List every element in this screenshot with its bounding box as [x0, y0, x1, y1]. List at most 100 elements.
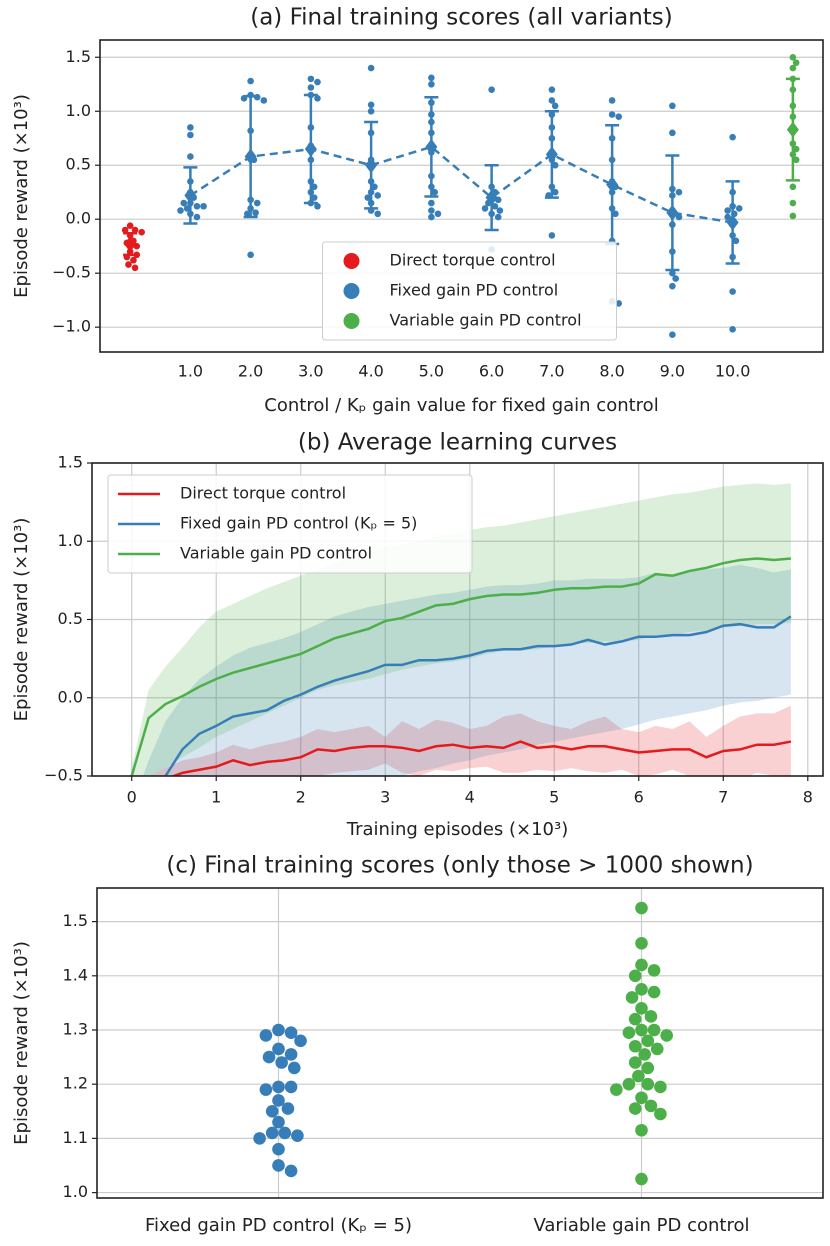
point: [253, 199, 261, 207]
point: [431, 188, 438, 196]
point: [307, 84, 315, 91]
x-tick-label: 8.0: [599, 362, 624, 381]
point: [675, 213, 683, 221]
point: [641, 1077, 655, 1091]
point: [272, 1080, 285, 1094]
point: [253, 1132, 266, 1145]
y-tick-label: 1.0: [58, 531, 83, 550]
point: [310, 183, 318, 191]
legend-box: [107, 474, 473, 574]
point: [294, 1034, 307, 1048]
point: [675, 188, 683, 196]
y-tick-label: 0.0: [66, 209, 91, 228]
point: [548, 86, 556, 93]
point: [672, 275, 679, 282]
point: [187, 153, 194, 160]
point: [628, 1102, 642, 1115]
panel: (b) Average learning curves Episode rewar…: [11, 430, 824, 840]
y-tick-label: 1.2: [63, 1074, 88, 1093]
point: [281, 1102, 295, 1115]
panel: (c) Final training scores (only those > …: [11, 853, 824, 1236]
band: [142, 564, 791, 776]
point: [314, 94, 321, 102]
point: [729, 288, 736, 295]
point: [729, 326, 736, 333]
point: [131, 264, 139, 272]
point: [428, 213, 435, 221]
point: [367, 101, 375, 109]
y-tick-label: 1.5: [58, 453, 83, 472]
axes-frame: [99, 39, 824, 353]
point: [724, 213, 731, 221]
point: [259, 1029, 273, 1042]
point: [551, 102, 559, 110]
legend-label: Fixed gain PD control: [390, 281, 559, 300]
y-tick-label: 1.5: [66, 47, 91, 66]
legend-swatch: [343, 313, 360, 329]
point: [367, 64, 375, 72]
point: [647, 985, 661, 999]
point: [364, 194, 372, 201]
mean-marker: [726, 214, 739, 231]
mean-marker: [606, 176, 619, 193]
point: [428, 199, 435, 207]
point: [669, 269, 676, 277]
point: [654, 1080, 667, 1094]
axes-frame: [91, 462, 824, 777]
point: [632, 1069, 645, 1083]
line: [170, 740, 792, 776]
mean-marker: [425, 138, 438, 155]
point: [262, 1050, 276, 1064]
point: [284, 1080, 298, 1094]
point: [247, 77, 254, 85]
point: [265, 1126, 279, 1140]
point: [259, 1083, 273, 1096]
band: [148, 705, 791, 776]
point: [792, 145, 800, 153]
line: [163, 615, 792, 776]
legend-label: Direct torque control: [390, 251, 556, 270]
y-tick-label: −1.0: [52, 317, 91, 336]
mean-marker: [304, 141, 317, 158]
y-tick-label: 1.1: [63, 1128, 88, 1147]
point: [789, 199, 797, 207]
x-tick-label: 5.0: [419, 362, 444, 381]
point: [193, 213, 201, 221]
point: [635, 983, 648, 996]
mean-marker: [184, 187, 197, 204]
point: [367, 107, 375, 115]
point: [187, 124, 194, 131]
point: [551, 188, 559, 196]
point: [428, 74, 435, 82]
point: [494, 213, 502, 221]
point: [374, 210, 382, 218]
point: [789, 64, 797, 72]
point: [434, 210, 442, 218]
y-tick-label: −0.5: [44, 766, 83, 785]
point: [314, 78, 321, 86]
mean-marker: [545, 146, 558, 163]
x-tick-label: 1.0: [178, 362, 203, 381]
point: [496, 207, 504, 214]
mean-line: [189, 145, 733, 224]
point: [121, 226, 129, 234]
point: [615, 300, 623, 307]
point: [272, 1159, 285, 1172]
point: [481, 205, 489, 212]
point: [635, 936, 648, 950]
point: [310, 194, 318, 201]
band: [131, 483, 791, 776]
point: [635, 1123, 648, 1137]
x-tick-label: 8: [803, 788, 813, 807]
y-tick-label: 0.0: [58, 687, 83, 706]
y-tick-label: 0.5: [66, 155, 91, 174]
y-tick-label: 0.5: [58, 609, 83, 628]
legend-swatch: [343, 283, 360, 299]
point: [428, 207, 435, 214]
point: [641, 1061, 655, 1075]
point: [729, 133, 736, 141]
point: [789, 212, 797, 220]
point: [287, 1061, 301, 1075]
point: [612, 210, 619, 218]
line: [130, 557, 792, 776]
